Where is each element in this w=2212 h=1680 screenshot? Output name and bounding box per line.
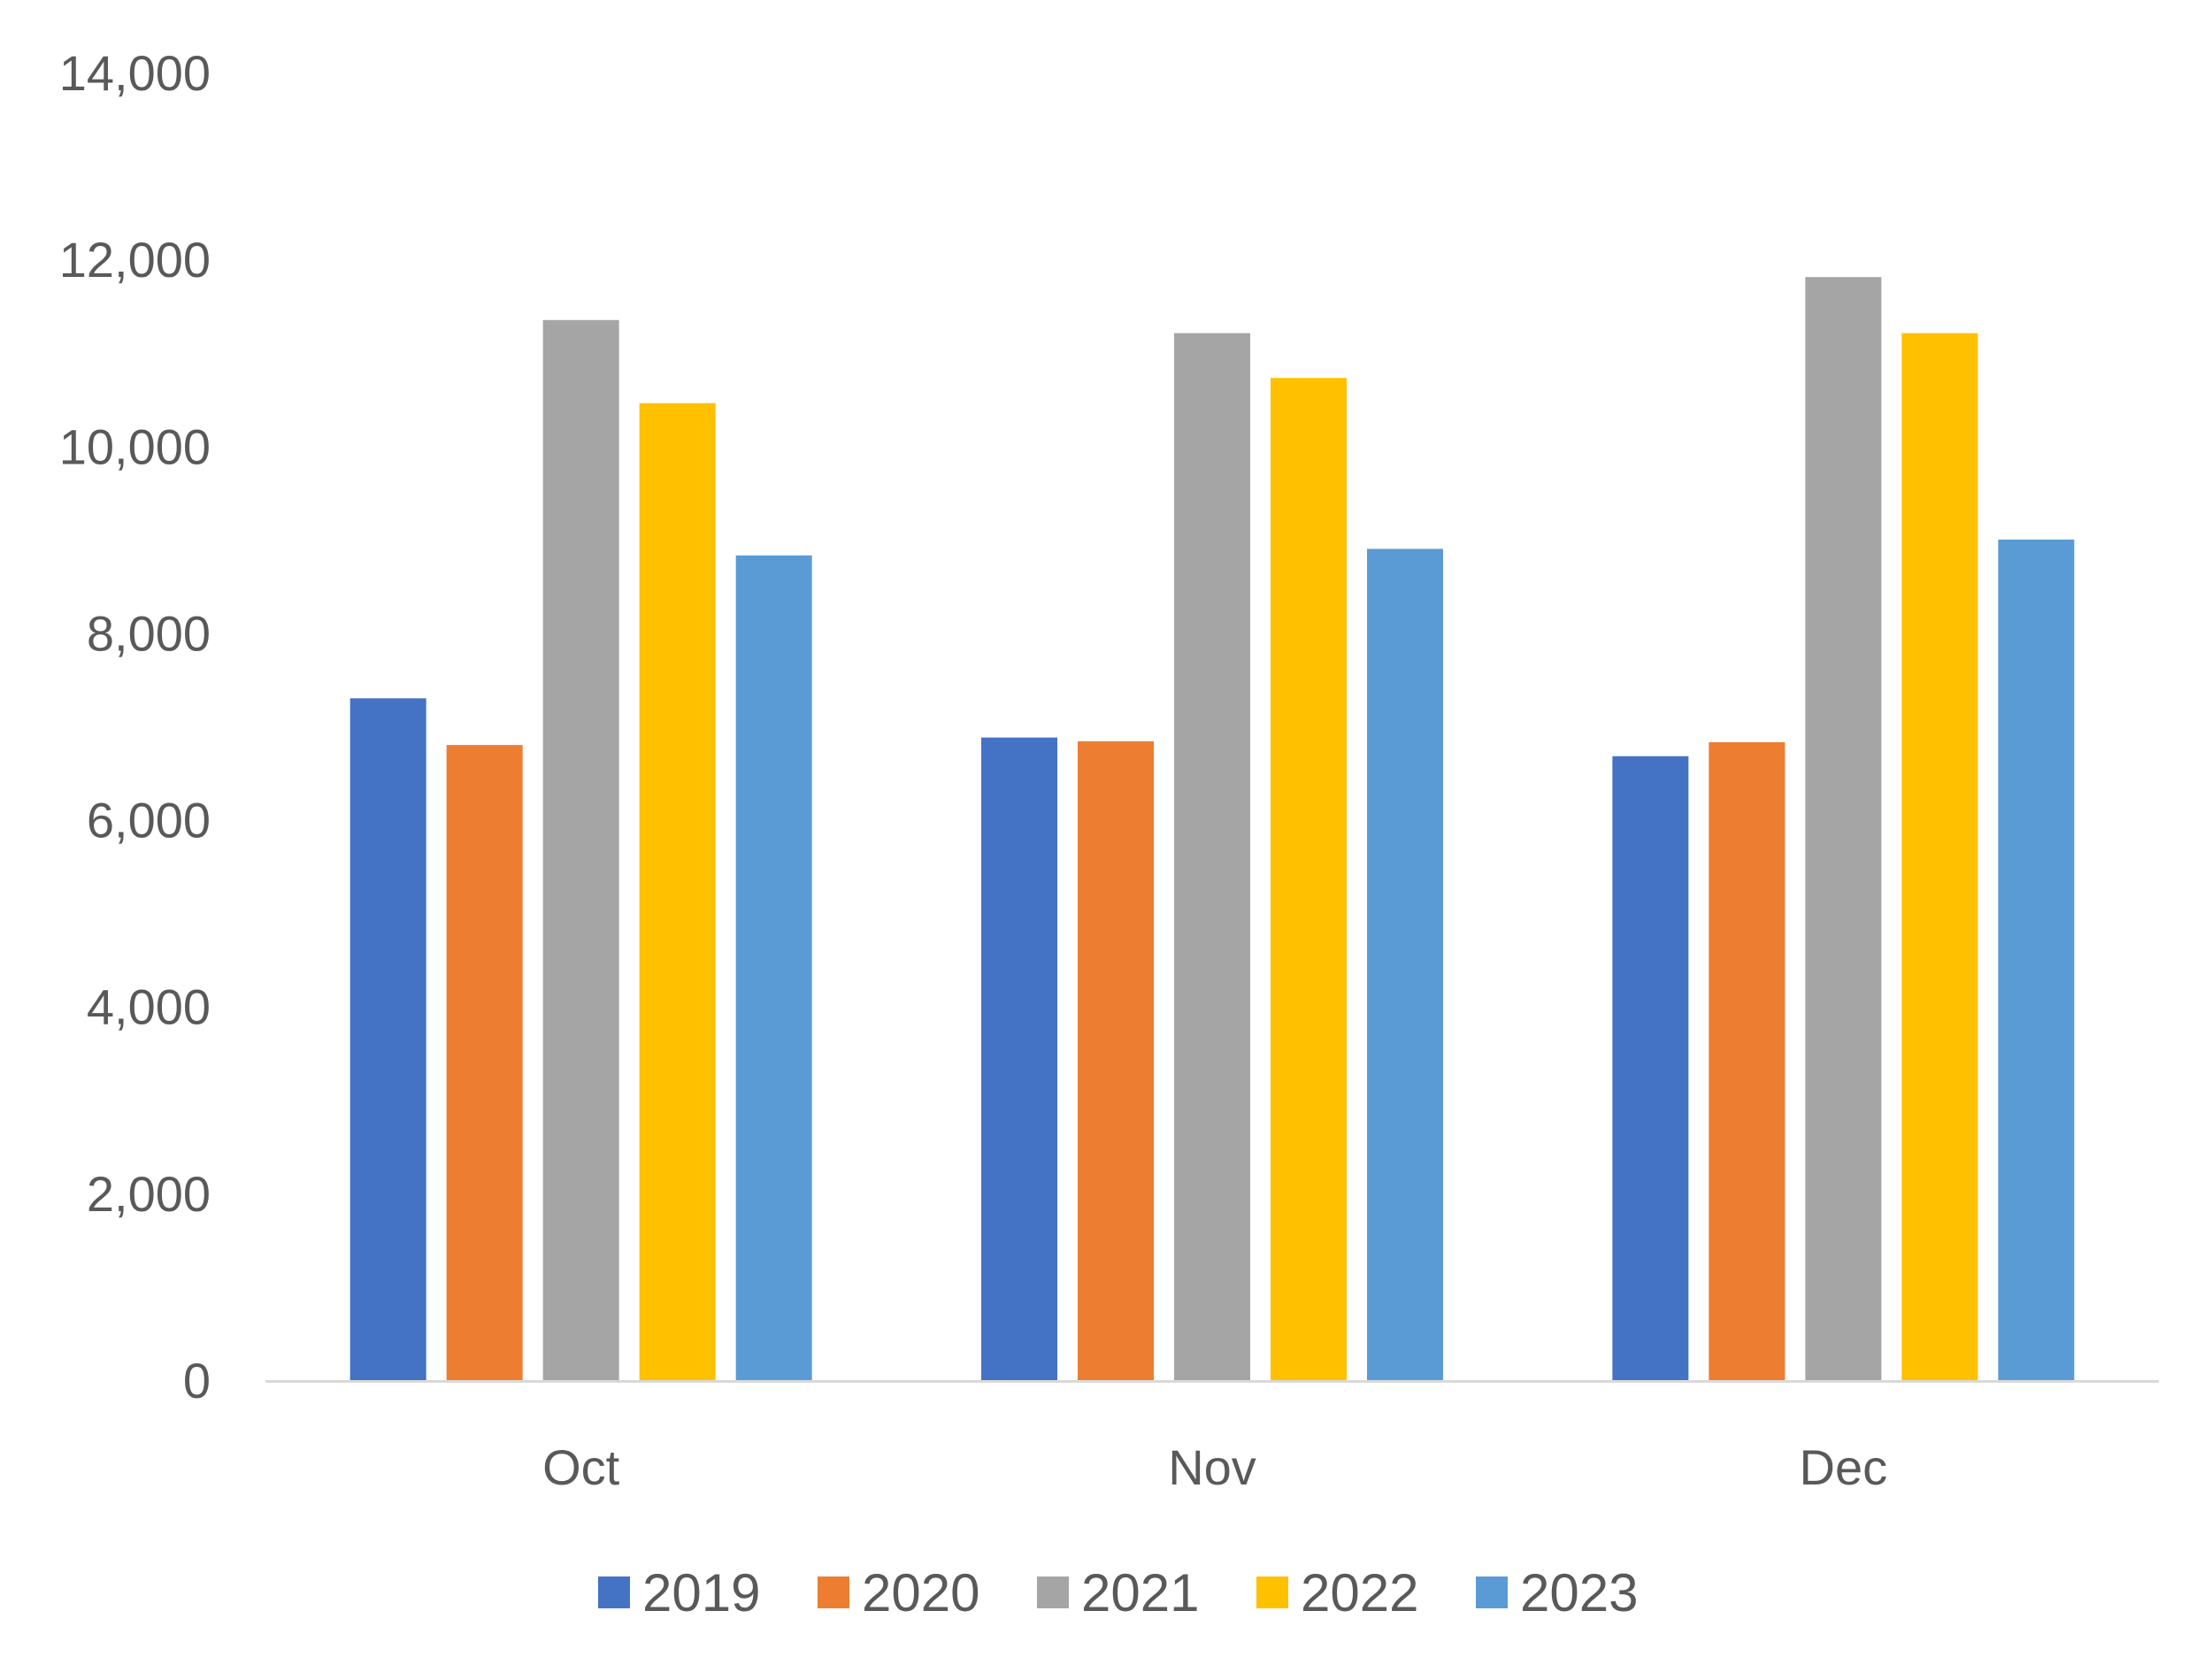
legend: 2019 2020 2021 2022 2023 [598,1563,1638,1622]
y-tick-label: 6,000 [87,793,211,848]
legend-item-2022: 2022 [1256,1563,1418,1622]
bar-2021-dec [1805,277,1882,1380]
y-tick-label: 0 [183,1353,211,1408]
bar-2020-oct [446,745,523,1380]
bar-2023-dec [1998,539,2075,1380]
legend-swatch [818,1576,849,1608]
bar-2021-nov [1174,333,1250,1380]
y-tick-label: 2,000 [87,1166,211,1222]
bar-2023-oct [735,555,812,1380]
bar-2020-dec [1709,741,1786,1380]
category-label-oct: Oct [542,1439,620,1495]
bar-2019-dec [1612,756,1689,1380]
bar-groups [349,277,2075,1381]
bar-2022-dec [1901,333,1978,1380]
bar-2022-nov [1271,378,1347,1381]
legend-item-2021: 2021 [1037,1563,1199,1622]
y-tick-label: 14,000 [59,45,211,101]
legend-item-2023: 2023 [1476,1563,1638,1622]
category-label-nov: Nov [1168,1439,1256,1495]
legend-label: 2019 [642,1563,760,1622]
legend-swatch [598,1576,630,1608]
legend-item-2019: 2019 [598,1563,760,1622]
y-axis-tick-labels: 0 2,000 4,000 6,000 8,000 10,000 12,000 14,000 [59,45,211,1408]
bar-group-oct [349,319,812,1380]
category-label-dec: Dec [1800,1439,1888,1495]
bar-2019-nov [981,737,1057,1380]
bar-2019-oct [349,698,426,1380]
legend-item-2020: 2020 [818,1563,979,1622]
legend-label: 2022 [1301,1563,1418,1622]
y-tick-label: 8,000 [87,605,211,661]
legend-label: 2023 [1520,1563,1638,1622]
legend-swatch [1037,1576,1069,1608]
x-axis-category-labels: Oct Nov Dec [542,1439,1887,1495]
legend-swatch [1256,1576,1288,1608]
bar-group-nov [981,333,1443,1381]
bar-group-dec [1612,277,2075,1380]
legend-label: 2021 [1081,1563,1199,1622]
legend-swatch [1476,1576,1508,1608]
bar-2023-nov [1367,548,1443,1380]
y-tick-label: 10,000 [59,418,211,474]
bar-2022-oct [639,403,716,1380]
y-tick-label: 4,000 [87,979,211,1035]
bar-2021-oct [542,319,619,1380]
legend-label: 2020 [862,1563,979,1622]
y-tick-label: 12,000 [59,232,211,288]
bar-2020-nov [1078,740,1154,1380]
